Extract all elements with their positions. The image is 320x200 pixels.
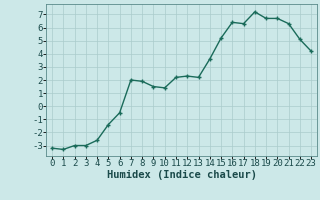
X-axis label: Humidex (Indice chaleur): Humidex (Indice chaleur) [107, 170, 257, 180]
